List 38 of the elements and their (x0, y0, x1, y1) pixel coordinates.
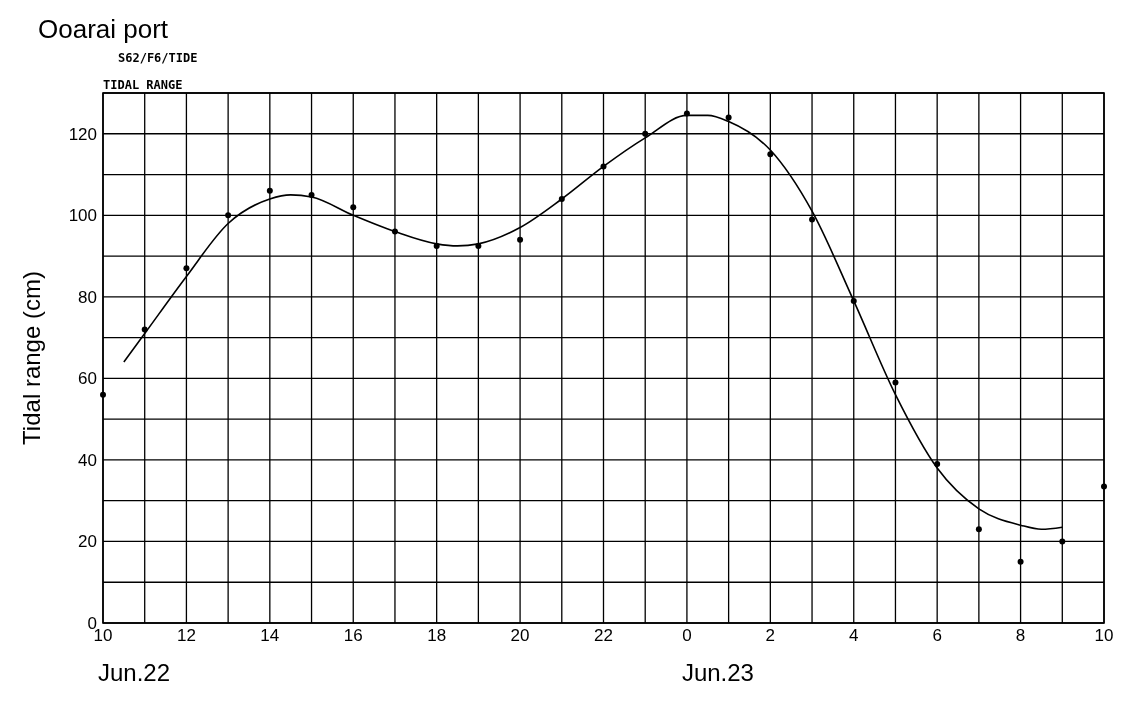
point (892, 379, 899, 386)
point (642, 130, 649, 137)
y-tick-label: 40 (78, 450, 97, 470)
y-tick-label: 80 (78, 287, 97, 307)
x-tick-label: 6 (932, 626, 942, 645)
chart-title: Ooarai port (38, 14, 169, 44)
x-tick-label: 20 (510, 626, 530, 645)
y-tick-label: 120 (68, 124, 97, 144)
x-tick-label: 16 (343, 626, 363, 645)
x-tick-label: 0 (682, 626, 692, 645)
x-tick-label: 2 (765, 626, 776, 645)
x-tick-label: 18 (427, 626, 447, 645)
point (517, 236, 524, 243)
text: Jun.23 (681, 659, 754, 686)
x-tick-label: 14 (260, 626, 280, 645)
point (183, 265, 190, 272)
x-tick-label: 4 (849, 626, 859, 645)
y-tick-label: 20 (78, 532, 97, 552)
point (266, 187, 273, 194)
point (1059, 538, 1066, 545)
point (809, 216, 816, 223)
y-tick-label: 100 (68, 206, 97, 226)
point (1017, 558, 1024, 565)
x-tick-label: 10 (1094, 626, 1114, 645)
text: TIDAL RANGE (103, 78, 183, 92)
point (100, 391, 106, 398)
y-tick-label: 60 (78, 369, 97, 389)
x-tick-label: 12 (176, 626, 196, 645)
point (975, 526, 982, 533)
text: Jun.22 (98, 659, 171, 686)
point (725, 114, 732, 121)
chart-subtitle: S62/F6/TIDE (118, 51, 198, 65)
point (1101, 483, 1107, 490)
x-tick-label: 8 (1015, 626, 1026, 645)
y-axis-title: Tidal range (cm) (18, 271, 45, 445)
point (225, 212, 232, 219)
x-tick-label: 22 (594, 626, 613, 645)
point (350, 204, 357, 211)
